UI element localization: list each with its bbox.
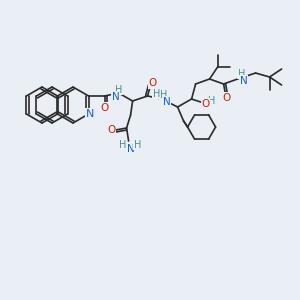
Text: O: O [223,93,231,103]
Text: N: N [163,97,170,107]
Text: H: H [134,140,141,150]
Text: N: N [127,144,134,154]
Text: O: O [100,103,109,113]
Text: N: N [85,109,94,119]
Text: H: H [115,85,122,95]
Text: H: H [160,90,167,100]
Text: H: H [119,140,126,150]
Text: N: N [112,92,119,102]
Text: O: O [107,125,116,135]
Text: H: H [238,69,245,79]
Text: N: N [240,76,248,86]
Text: O: O [202,99,210,109]
Text: O: O [148,78,157,88]
Text: H: H [153,89,160,99]
Text: H: H [208,96,215,106]
